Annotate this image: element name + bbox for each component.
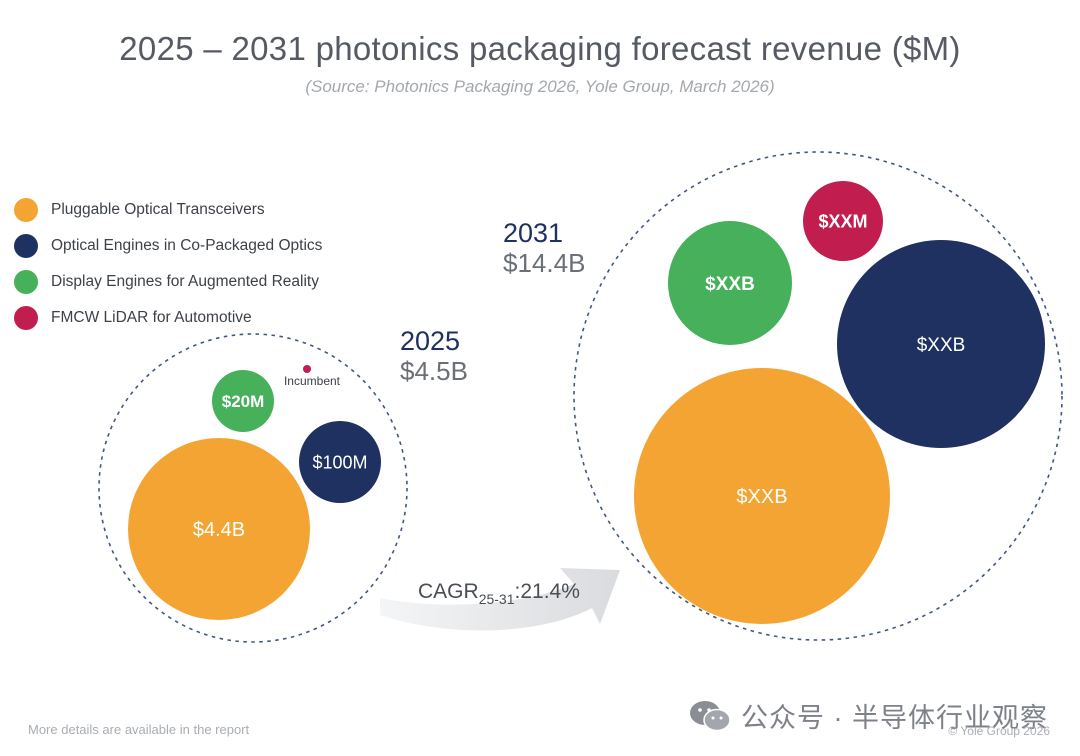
bubble-label-2031-1: $XXB [736, 486, 787, 508]
chart-subtitle: (Source: Photonics Packaging 2026, Yole … [305, 77, 775, 96]
bubble-label-2025-1: $4.4B [193, 519, 245, 541]
bubble-label-2025-4: Incumbent [284, 374, 341, 388]
year-label: 2025 [400, 326, 461, 356]
legend-label: FMCW LiDAR for Automotive [51, 309, 252, 326]
bubble-2031-2 [837, 240, 1045, 448]
wechat-icon [690, 700, 731, 731]
bubble-2031-1 [634, 368, 890, 624]
chart-title: 2025 – 2031 photonics packaging forecast… [119, 30, 961, 67]
legend-swatch [14, 270, 38, 294]
bubble-2025-2 [299, 421, 381, 503]
year-total: $14.4B [503, 248, 586, 279]
bubble-2025-1 [128, 438, 310, 620]
legend-item-pluggable: Pluggable Optical Transceivers [14, 192, 322, 228]
copyright: © Yole Group 2026 [948, 724, 1050, 738]
bubble-2025-3 [212, 370, 274, 432]
year-block-2031: 2031 $14.4B [503, 218, 585, 279]
legend-item-cpo: Optical Engines in Co-Packaged Optics [14, 228, 322, 264]
group-outline-2031 [573, 151, 1063, 641]
bubble-label-2025-3: $20M [222, 392, 265, 411]
legend-swatch [14, 234, 38, 258]
watermark: 公众号 · 半导体行业观察 [689, 696, 1048, 735]
legend-swatch [14, 198, 38, 222]
legend-item-ar: Display Engines for Augmented Reality [14, 264, 322, 300]
bubble-label-2031-2: $XXB [917, 335, 966, 356]
legend-swatch [14, 306, 38, 330]
year-label: 2031 [503, 218, 564, 248]
legend-label: Display Engines for Augmented Reality [51, 273, 319, 290]
footer-note: More details are available in the report [28, 722, 250, 737]
bubble-label-2025-2: $100M [312, 452, 367, 472]
year-block-2025: 2025 $4.5B [400, 326, 468, 387]
legend-label: Optical Engines in Co-Packaged Optics [51, 237, 323, 254]
bubble-2031-4 [803, 181, 883, 261]
watermark-text: 公众号 · 半导体行业观察 [741, 703, 1048, 733]
legend-label: Pluggable Optical Transceivers [51, 201, 265, 218]
bubble-label-2031-4: $XXM [818, 211, 867, 231]
group-outline-2025 [98, 333, 408, 643]
bubble-2025-4 [303, 365, 311, 373]
cagr-label: CAGR25-31:21.4% [418, 580, 580, 607]
bubble-label-2031-3: $XXB [705, 274, 755, 295]
legend-item-lidar: FMCW LiDAR for Automotive [14, 300, 322, 336]
year-total: $4.5B [400, 356, 468, 387]
growth-arrow [380, 568, 620, 631]
bubble-2031-3 [668, 221, 792, 345]
legend: Pluggable Optical Transceivers Optical E… [14, 192, 322, 336]
